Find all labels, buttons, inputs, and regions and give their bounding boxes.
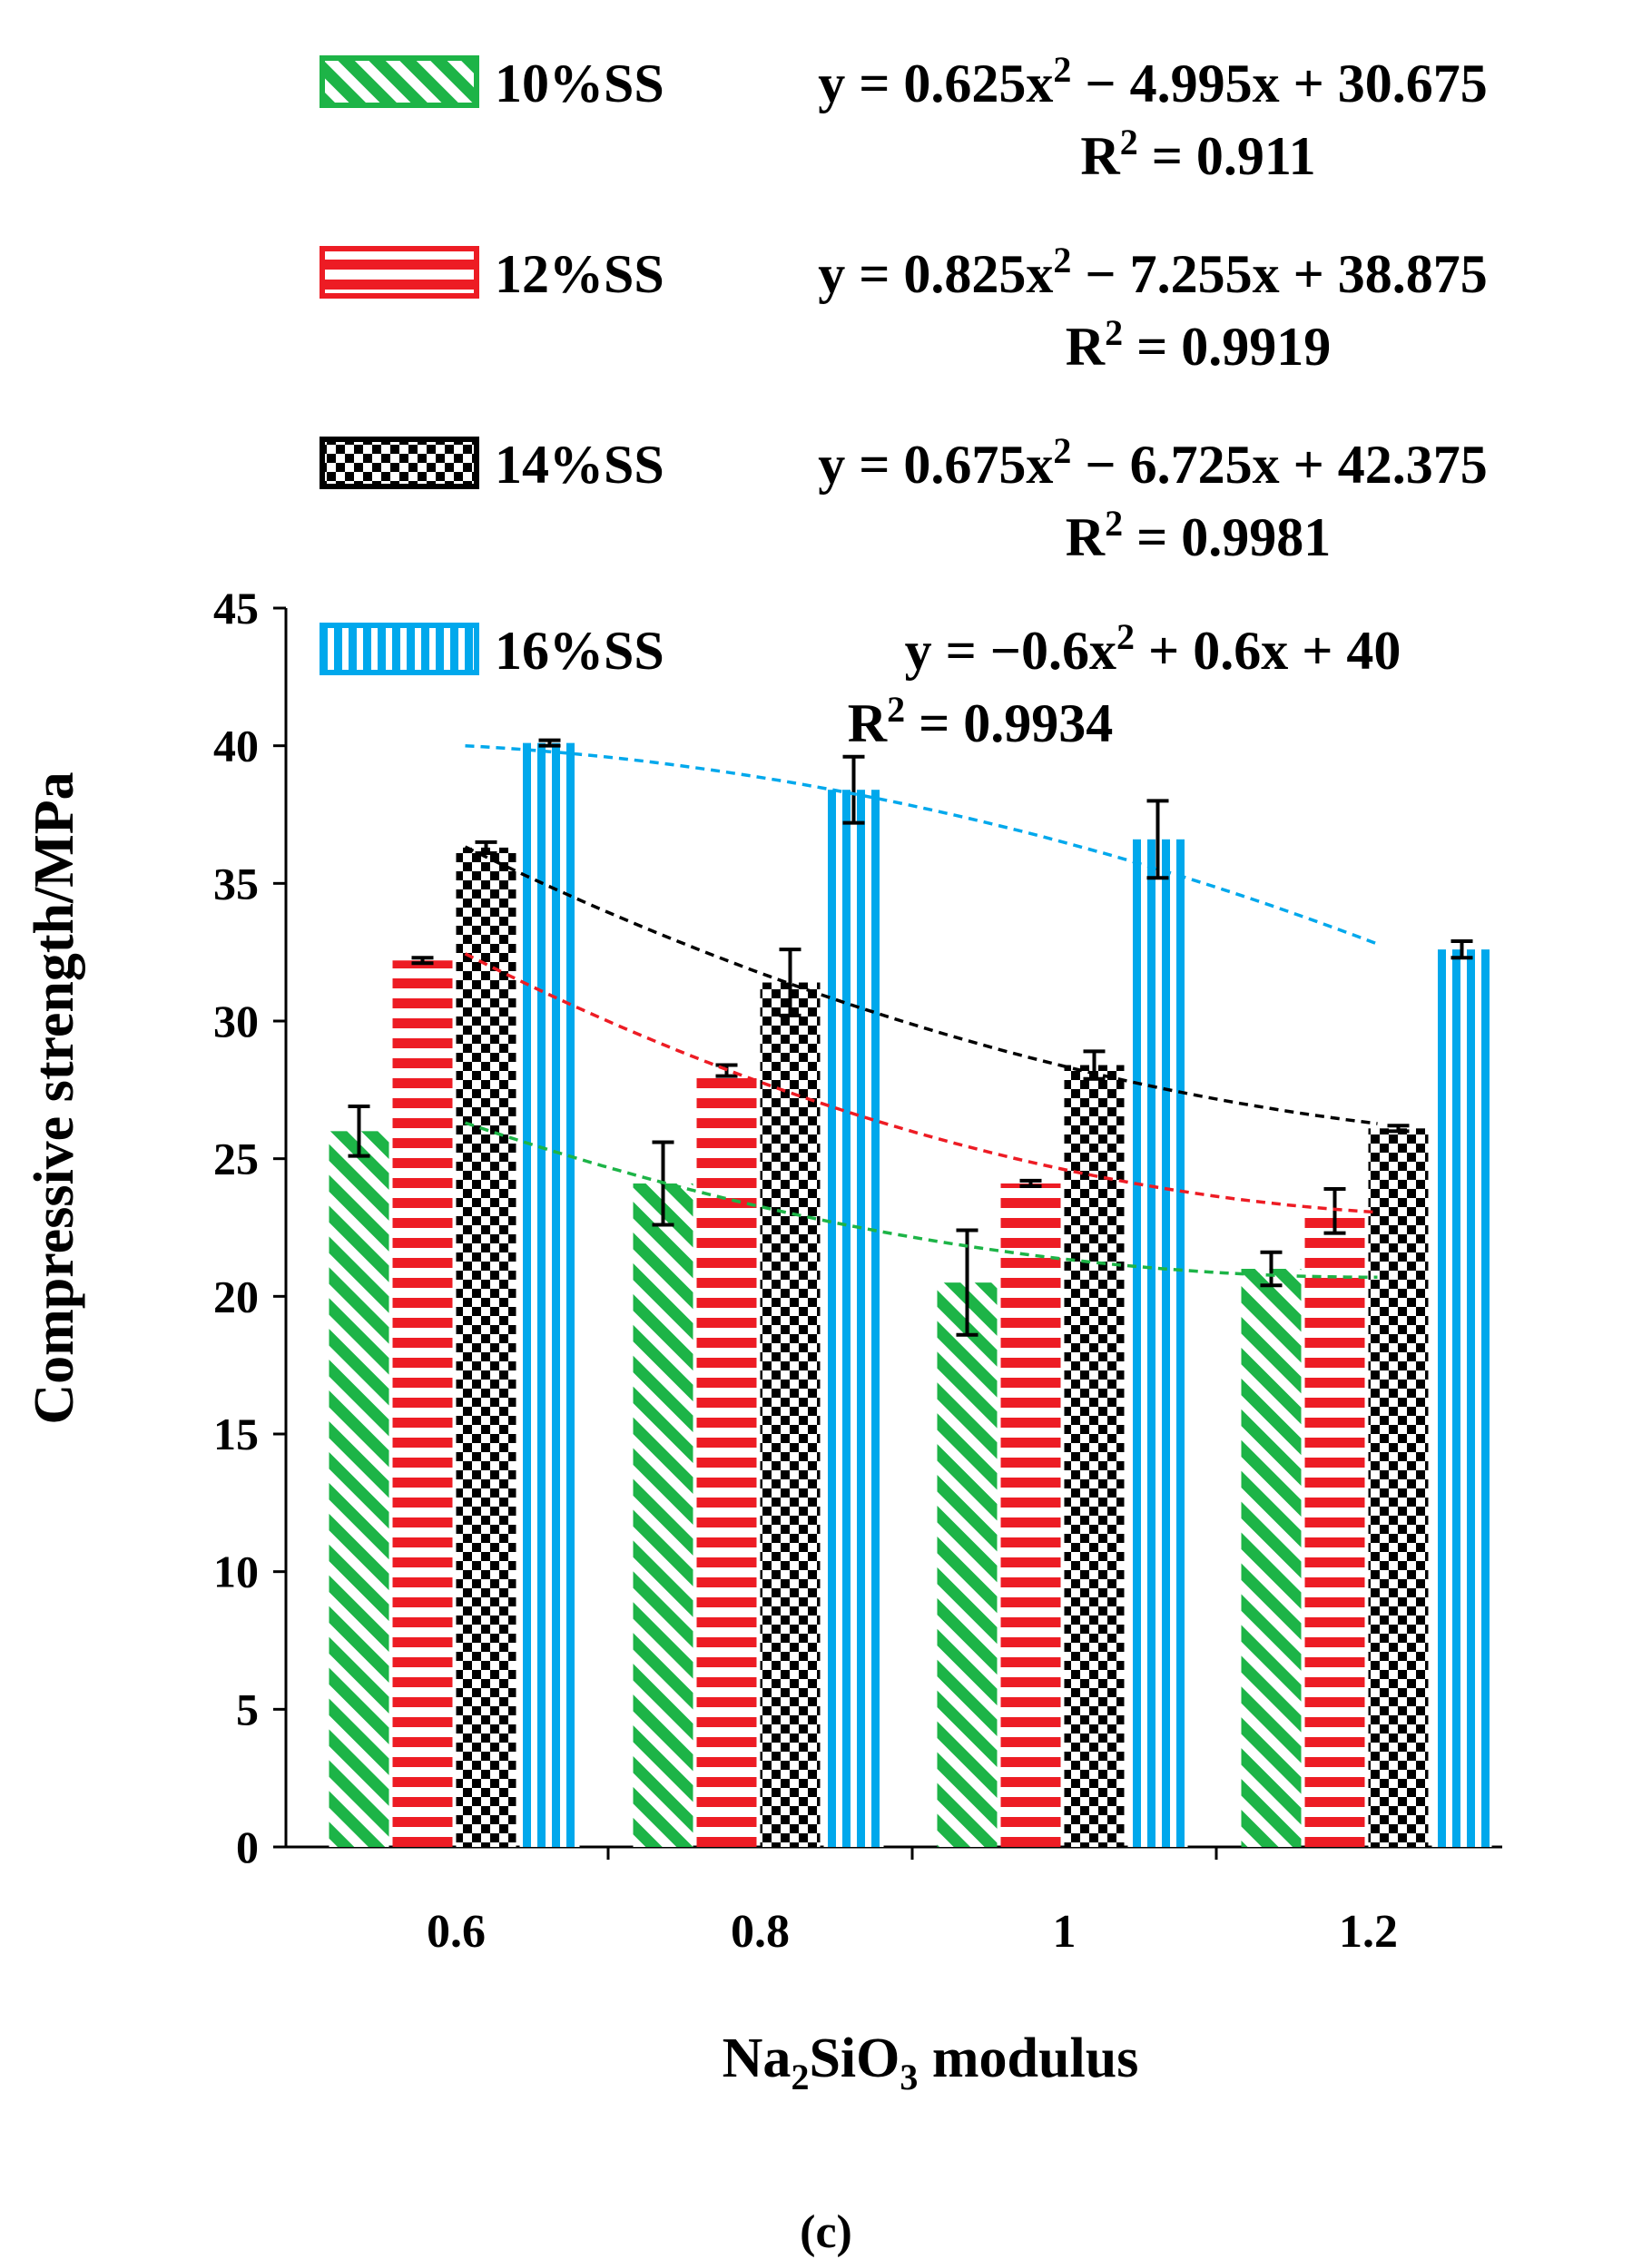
y-axis-label: Compressive strength/MPa: [24, 771, 85, 1424]
x-tick-label: 0.8: [731, 1906, 790, 1958]
legend-swatch: [320, 623, 479, 675]
trend-line: [464, 1121, 1378, 1280]
bar: [696, 1070, 757, 1847]
y-tick-label: 40: [213, 721, 259, 771]
x-tick-label: 0.6: [427, 1906, 486, 1958]
trend-lines: [464, 743, 1379, 1280]
bar: [1241, 1269, 1302, 1847]
legend-label: 16%SS: [495, 621, 664, 681]
trend-equation: y = −0.6x2 + 0.6x + 40: [905, 616, 1401, 681]
bars: [329, 742, 1492, 1848]
trend-equation: y = 0.675x2 − 6.725x + 42.375: [818, 430, 1488, 495]
legend-swatch: [320, 246, 479, 299]
bar: [1064, 1065, 1125, 1847]
trend-line: [464, 952, 1378, 1214]
r-squared: R2 = 0.911: [1080, 122, 1315, 186]
bar: [937, 1282, 998, 1847]
x-axis-label: Na2SiO3 modulus: [723, 2028, 1139, 2097]
x-tick-label: 1: [1053, 1906, 1077, 1958]
y-tick-label: 5: [236, 1684, 259, 1734]
x-tick-label: 1.2: [1339, 1906, 1398, 1958]
bar: [1368, 1128, 1429, 1847]
y-tick-label: 45: [213, 583, 259, 634]
bar: [1304, 1211, 1365, 1847]
y-tick-label: 15: [213, 1409, 259, 1459]
bar: [1000, 1183, 1061, 1847]
r-squared: R2 = 0.9981: [1066, 503, 1332, 567]
bar: [392, 960, 453, 1847]
bar: [1431, 949, 1492, 1847]
trend-line: [464, 845, 1378, 1125]
trend-equation: y = 0.825x2 − 7.255x + 38.875: [818, 240, 1488, 304]
trend-equation: y = 0.625x2 − 4.995x + 30.675: [818, 49, 1488, 113]
bar: [519, 742, 580, 1848]
bar: [760, 982, 821, 1847]
y-tick-label: 30: [213, 996, 259, 1046]
bar: [456, 847, 516, 1847]
error-bars: [348, 738, 1473, 1337]
y-tick-label: 25: [213, 1134, 259, 1184]
tick-labels: 0 5 10 15 20 25 30 35 40 45 0.6 0.8 1 1.2: [213, 583, 1398, 1958]
r-squared: R2 = 0.9934: [848, 689, 1114, 753]
r-squared: R2 = 0.9919: [1066, 312, 1332, 377]
y-tick-label: 0: [236, 1822, 259, 1872]
bar: [1127, 839, 1188, 1847]
legend: 10%SS y = 0.625x2 − 4.995x + 30.675 R2 = 0…: [320, 49, 1488, 753]
y-tick-label: 35: [213, 858, 259, 909]
legend-swatch: [320, 55, 479, 108]
legend-label: 14%SS: [495, 435, 664, 495]
legend-swatch: [320, 437, 479, 489]
bar: [633, 1183, 693, 1847]
legend-label: 10%SS: [495, 54, 664, 113]
figure-caption: (c): [800, 2206, 852, 2258]
bar: [823, 790, 884, 1848]
legend-label: 12%SS: [495, 244, 664, 304]
trend-line: [465, 743, 1379, 946]
y-tick-label: 10: [213, 1547, 259, 1597]
y-tick-label: 20: [213, 1271, 259, 1321]
bar: [329, 1131, 389, 1847]
